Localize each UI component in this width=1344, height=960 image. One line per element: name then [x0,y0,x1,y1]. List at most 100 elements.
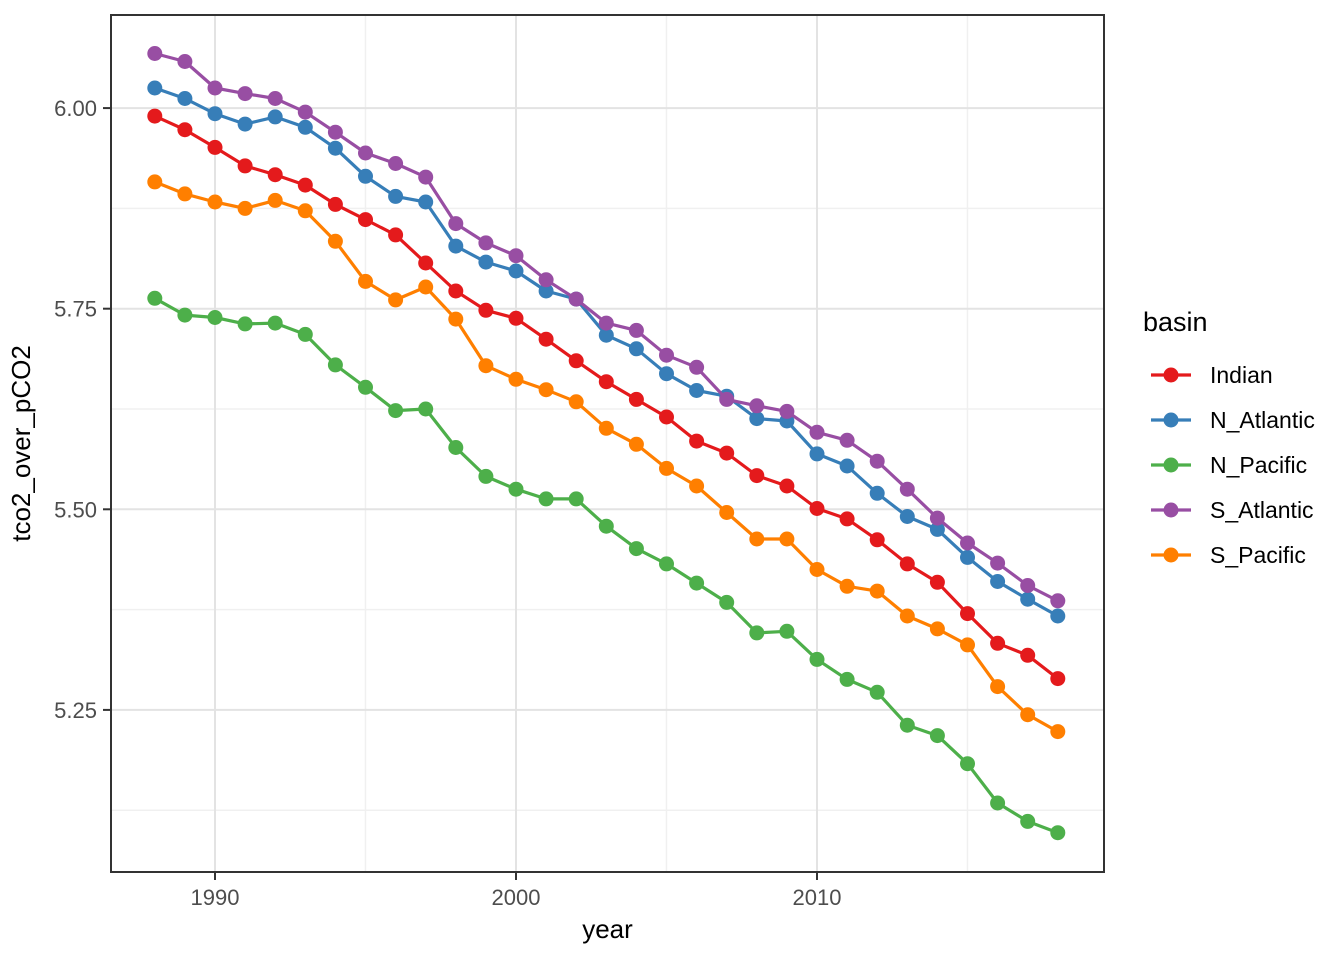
data-point-N_Atlantic-2012 [869,485,885,501]
data-point-N_Pacific-2009 [779,623,795,639]
data-point-N_Atlantic-1993 [297,119,313,135]
data-point-N_Pacific-2003 [598,518,614,534]
data-point-S_Pacific-1989 [177,186,193,202]
data-point-N_Atlantic-2018 [1050,608,1066,624]
data-point-S_Atlantic-1995 [358,145,373,161]
x-axis-title: year [582,914,633,944]
data-point-N_Atlantic-2005 [659,366,674,382]
data-point-N_Pacific-2011 [839,671,855,687]
data-point-S_Pacific-1988 [147,174,163,190]
legend-item-label-N_Atlantic: N_Atlantic [1210,407,1315,433]
data-point-N_Atlantic-1994 [327,140,343,156]
data-point-Indian-2000 [508,310,524,326]
data-point-S_Pacific-2007 [719,505,735,520]
data-point-N_Pacific-2006 [689,575,705,591]
data-point-S_Pacific-2012 [869,583,885,599]
data-point-Indian-2010 [809,501,825,516]
data-point-N_Atlantic-2011 [839,458,855,474]
data-point-N_Pacific-1990 [207,310,223,325]
data-point-S_Atlantic-1989 [177,54,193,69]
legend-key-point-N_Pacific [1163,457,1179,473]
data-point-N_Atlantic-2015 [960,549,975,565]
data-point-N_Pacific-2013 [899,717,915,733]
data-point-S_Pacific-1997 [418,279,434,295]
data-point-Indian-2005 [659,409,674,425]
data-point-Indian-1998 [448,283,464,299]
data-point-N_Pacific-2018 [1050,825,1066,841]
data-point-N_Pacific-2004 [628,541,644,557]
data-point-N_Pacific-1993 [297,326,313,342]
data-point-S_Pacific-2002 [568,394,584,410]
legend-item-label-Indian: Indian [1210,362,1273,388]
data-point-N_Pacific-2016 [990,795,1006,811]
data-point-S_Pacific-1990 [207,194,223,210]
data-point-S_Atlantic-2015 [960,535,975,551]
data-point-Indian-2004 [628,391,644,407]
data-point-S_Atlantic-2006 [689,359,705,375]
data-point-S_Pacific-2015 [960,637,975,653]
data-point-S_Pacific-2010 [809,562,825,577]
y-tick-label-6: 6.00 [54,96,97,121]
data-point-N_Atlantic-2004 [628,341,644,357]
data-point-Indian-1994 [327,196,343,212]
data-point-Indian-1999 [478,302,494,318]
legend-title: basin [1143,307,1208,337]
data-point-S_Atlantic-2003 [598,315,614,331]
data-point-S_Atlantic-2014 [929,510,945,526]
data-point-N_Pacific-2017 [1020,813,1036,829]
data-point-N_Pacific-2000 [508,481,524,497]
data-point-Indian-1988 [147,108,163,124]
data-point-N_Atlantic-2000 [508,263,524,279]
data-point-N_Atlantic-2003 [598,327,614,343]
data-point-N_Pacific-1997 [418,401,434,417]
data-point-Indian-2009 [779,478,795,494]
data-point-N_Pacific-1996 [388,403,404,419]
legend-key-point-Indian [1163,367,1179,383]
data-point-S_Pacific-1998 [448,311,464,327]
data-point-N_Pacific-2010 [809,651,825,667]
data-point-S_Pacific-2000 [508,371,524,387]
data-point-S_Pacific-2014 [929,621,945,637]
data-point-N_Atlantic-2013 [899,509,915,524]
data-point-N_Pacific-2015 [960,756,975,772]
data-point-S_Pacific-1995 [358,273,373,289]
data-point-N_Pacific-1998 [448,440,464,455]
data-point-Indian-2017 [1020,647,1036,663]
data-point-S_Atlantic-2000 [508,248,524,264]
data-point-S_Pacific-2016 [990,679,1006,695]
data-point-N_Atlantic-1992 [267,109,283,125]
data-point-Indian-2006 [689,433,705,449]
x-tick-label-2000: 2000 [492,885,541,910]
data-point-N_Pacific-2012 [869,684,885,700]
data-point-S_Atlantic-2007 [719,391,735,407]
data-point-N_Pacific-1988 [147,290,163,306]
data-point-N_Pacific-1992 [267,315,283,331]
data-point-S_Pacific-2013 [899,608,915,624]
data-point-S_Atlantic-2017 [1020,578,1036,593]
data-point-N_Pacific-2002 [568,491,584,507]
data-point-Indian-2003 [598,374,614,390]
data-point-N_Pacific-2014 [929,728,945,744]
data-point-N_Pacific-2007 [719,594,735,610]
data-point-S_Atlantic-2012 [869,453,885,469]
data-point-S_Atlantic-2010 [809,424,825,440]
data-point-N_Atlantic-1991 [237,116,253,132]
data-point-S_Atlantic-1997 [418,169,434,185]
data-point-N_Atlantic-1996 [388,188,404,204]
data-point-N_Atlantic-1988 [147,80,163,96]
panel-background [111,15,1104,872]
data-point-N_Atlantic-1997 [418,194,434,210]
data-point-N_Pacific-1989 [177,307,193,323]
data-point-N_Atlantic-2014 [929,521,945,537]
data-point-S_Pacific-2004 [628,436,644,452]
data-point-S_Pacific-1992 [267,192,283,208]
data-point-S_Pacific-1996 [388,292,404,308]
data-point-S_Atlantic-2011 [839,432,855,448]
data-point-S_Atlantic-1990 [207,80,223,96]
x-tick-label-1990: 1990 [191,885,240,910]
data-point-S_Pacific-1991 [237,200,253,216]
y-tick-label-5.25: 5.25 [54,698,97,723]
data-point-S_Atlantic-1996 [388,156,404,171]
